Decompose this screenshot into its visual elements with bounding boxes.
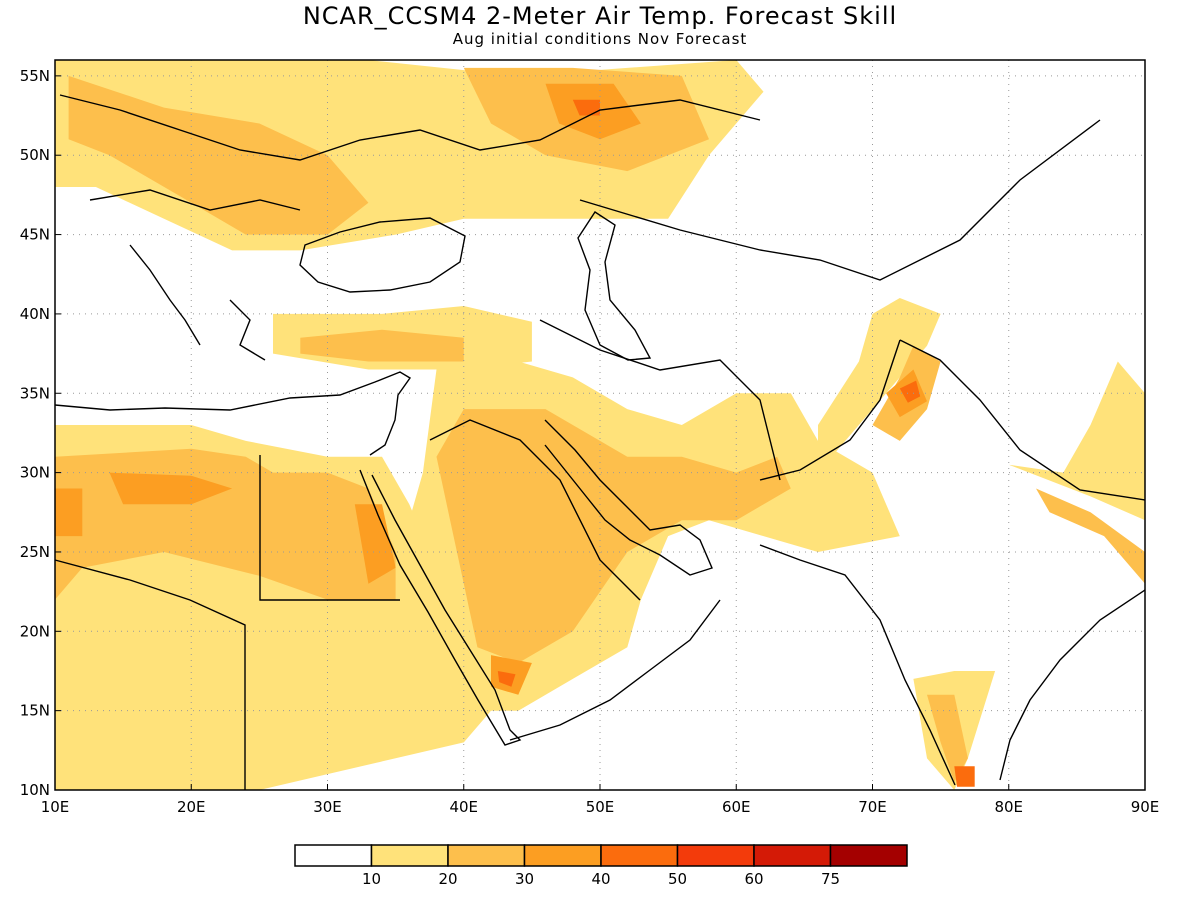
colorbar-label: 10 bbox=[362, 870, 381, 888]
colorbar-swatch-6 bbox=[753, 844, 832, 867]
colorbar-label: 50 bbox=[668, 870, 687, 888]
lon-tick-label: 60E bbox=[722, 798, 751, 816]
persian-gulf bbox=[544, 419, 713, 576]
skill-region-20 bbox=[1008, 361, 1145, 521]
skill-region-1 bbox=[68, 75, 369, 235]
greece bbox=[229, 299, 266, 361]
colorbar-label: 75 bbox=[821, 870, 840, 888]
india-coast bbox=[759, 544, 956, 786]
black-sea bbox=[299, 217, 466, 293]
map-subtitle: Aug initial conditions Nov Forecast bbox=[452, 30, 748, 48]
colorbar-label: 30 bbox=[515, 870, 534, 888]
skill-region-15 bbox=[497, 671, 516, 687]
skill-region-10 bbox=[55, 488, 83, 537]
border-n-africa bbox=[259, 455, 400, 601]
skill-region-6 bbox=[300, 329, 464, 362]
lat-tick-label: 25N bbox=[20, 543, 50, 561]
lat-tick-label: 55N bbox=[20, 67, 50, 85]
border-central-asia bbox=[579, 119, 1101, 281]
lon-tick-label: 90E bbox=[1131, 798, 1160, 816]
border-europe bbox=[59, 94, 761, 161]
lon-tick-label: 20E bbox=[177, 798, 206, 816]
lat-tick-label: 10N bbox=[20, 781, 50, 799]
coastlines bbox=[54, 94, 1146, 790]
skill-region-16 bbox=[818, 298, 941, 473]
colorbar-swatch-2 bbox=[447, 844, 526, 867]
lon-tick-label: 70E bbox=[858, 798, 887, 816]
skill-region-19 bbox=[899, 380, 921, 403]
mediterranean-coast bbox=[54, 371, 412, 456]
skill-shading bbox=[55, 60, 1145, 790]
lat-tick-label: 40N bbox=[20, 305, 50, 323]
border-iran bbox=[539, 319, 781, 481]
india-east-coast bbox=[999, 589, 1146, 781]
lat-tick-label: 20N bbox=[20, 622, 50, 640]
border-europe-2 bbox=[89, 189, 301, 211]
border-libya bbox=[54, 559, 246, 790]
lat-tick-label: 50N bbox=[20, 146, 50, 164]
skill-region-4 bbox=[572, 99, 600, 116]
colorbar-swatch-7 bbox=[829, 844, 908, 867]
caspian-sea bbox=[577, 211, 652, 361]
lat-tick-label: 15N bbox=[20, 702, 50, 720]
skill-region-23 bbox=[927, 694, 968, 783]
colorbar-swatch-0 bbox=[294, 844, 373, 867]
lon-tick-label: 40E bbox=[449, 798, 478, 816]
lat-tick-label: 35N bbox=[20, 384, 50, 402]
lon-tick-label: 50E bbox=[586, 798, 615, 816]
colorbar-label: 40 bbox=[591, 870, 610, 888]
colorbar-label: 20 bbox=[438, 870, 457, 888]
border-himalaya bbox=[899, 339, 1146, 501]
longitude-tick-labels: 10E 20E 30E 40E 50E 60E 70E 80E 90E bbox=[41, 798, 1160, 816]
lon-tick-label: 80E bbox=[994, 798, 1023, 816]
red-sea bbox=[359, 469, 522, 746]
skill-region-13 bbox=[436, 409, 791, 663]
map-title: NCAR_CCSM4 2-Meter Air Temp. Forecast Sk… bbox=[302, 2, 898, 30]
colorbar-label: 60 bbox=[744, 870, 763, 888]
colorbar bbox=[294, 844, 908, 867]
border-arabia bbox=[429, 419, 641, 601]
arabian-coast bbox=[509, 599, 721, 741]
latitude-tick-labels: 10N 15N 20N 25N 30N 35N 40N 45N 50N 55N bbox=[20, 67, 50, 799]
lon-tick-label: 30E bbox=[313, 798, 342, 816]
skill-region-24 bbox=[954, 766, 975, 787]
skill-region-9 bbox=[109, 472, 233, 505]
colorbar-labels: 10 20 30 40 50 60 75 bbox=[362, 870, 840, 888]
skill-region-11 bbox=[354, 504, 396, 584]
skill-region-21 bbox=[1036, 488, 1145, 584]
border-pakistan bbox=[759, 339, 901, 481]
lon-tick-label: 10E bbox=[41, 798, 70, 816]
italy bbox=[129, 244, 201, 346]
map-frame bbox=[54, 59, 1146, 791]
colorbar-swatch-4 bbox=[600, 844, 679, 867]
lat-tick-label: 45N bbox=[20, 226, 50, 244]
colorbar-swatch-5 bbox=[676, 844, 755, 867]
colorbar-swatch-1 bbox=[370, 844, 449, 867]
lat-tick-label: 30N bbox=[20, 464, 50, 482]
colorbar-swatch-3 bbox=[523, 844, 602, 867]
